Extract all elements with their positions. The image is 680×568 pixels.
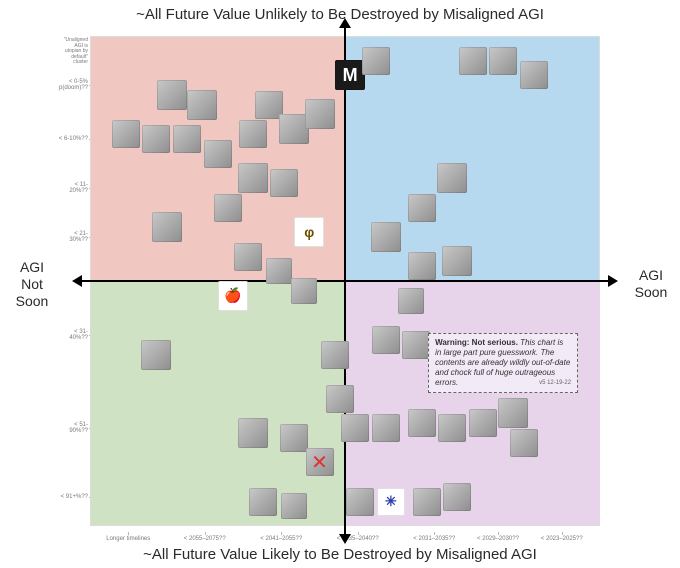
data-point — [291, 278, 317, 304]
data-point — [214, 194, 242, 222]
data-point — [142, 125, 170, 153]
data-point — [443, 483, 471, 511]
data-point — [341, 414, 369, 442]
x-tick: < 2041–2055?? — [260, 536, 302, 542]
data-point — [438, 414, 466, 442]
data-point — [281, 493, 307, 519]
x-tick: < 2023–2025?? — [541, 536, 583, 542]
axis-label-right: AGISoon — [626, 267, 676, 301]
data-point — [459, 47, 487, 75]
data-point — [408, 409, 436, 437]
data-point — [173, 125, 201, 153]
data-point — [362, 47, 390, 75]
data-point — [413, 488, 441, 516]
data-point — [437, 163, 467, 193]
data-point — [280, 424, 308, 452]
data-point — [442, 246, 472, 276]
data-point — [270, 169, 298, 197]
arrow-left-icon — [72, 275, 82, 287]
data-point — [371, 222, 401, 252]
data-point — [238, 163, 268, 193]
data-point — [234, 243, 262, 271]
data-point — [326, 385, 354, 413]
quadrant-bottom-left — [90, 281, 345, 526]
y-tick: < 6-10%?? — [58, 136, 88, 142]
data-point — [157, 80, 187, 110]
y-tick: < 91+%?? — [58, 494, 88, 500]
data-point — [372, 326, 400, 354]
data-point — [204, 140, 232, 168]
x-tick: < 2029–2030?? — [477, 536, 519, 542]
y-tick: < 11-20%?? — [58, 182, 88, 194]
data-point — [520, 61, 548, 89]
x-tick: Longer timelines — [106, 536, 150, 542]
data-point — [306, 448, 334, 476]
data-point — [266, 258, 292, 284]
warning-box: Warning: Not serious. This chart is in l… — [428, 333, 578, 393]
y-tick: < 51-90%?? — [58, 422, 88, 434]
data-point: φ — [294, 217, 324, 247]
data-point — [489, 47, 517, 75]
y-tick: < 31-40%?? — [58, 329, 88, 341]
data-point — [402, 331, 430, 359]
data-point — [239, 120, 267, 148]
axis-label-left: AGINotSoon — [4, 259, 60, 309]
data-point — [112, 120, 140, 148]
data-point: 🍎 — [218, 281, 248, 311]
data-point — [346, 488, 374, 516]
data-point — [187, 90, 217, 120]
x-tick: < 2031–2035?? — [413, 536, 455, 542]
data-point: M — [335, 60, 365, 90]
y-tick: < 0-5% p(doom)?? — [58, 79, 88, 91]
data-point — [152, 212, 182, 242]
data-point — [398, 288, 424, 314]
data-point — [238, 418, 268, 448]
data-point — [141, 340, 171, 370]
data-point — [321, 341, 349, 369]
arrow-down-icon — [339, 534, 351, 544]
y-axis-line — [344, 22, 346, 540]
arrow-up-icon — [339, 18, 351, 28]
data-point — [305, 99, 335, 129]
data-point — [249, 488, 277, 516]
y-tick: < 21-30%?? — [58, 231, 88, 243]
quadrant-plot: φ M 🍎 ✳ Warning: Not serious. This chart is … — [90, 36, 600, 526]
data-point — [408, 194, 436, 222]
data-point — [469, 409, 497, 437]
x-tick: < 2055–2075?? — [184, 536, 226, 542]
data-point — [498, 398, 528, 428]
data-point — [408, 252, 436, 280]
data-point: ✳ — [377, 488, 405, 516]
axis-label-bottom: ~All Future Value Likely to Be Destroyed… — [60, 546, 620, 564]
data-point — [510, 429, 538, 457]
arrow-right-icon — [608, 275, 618, 287]
data-point — [372, 414, 400, 442]
